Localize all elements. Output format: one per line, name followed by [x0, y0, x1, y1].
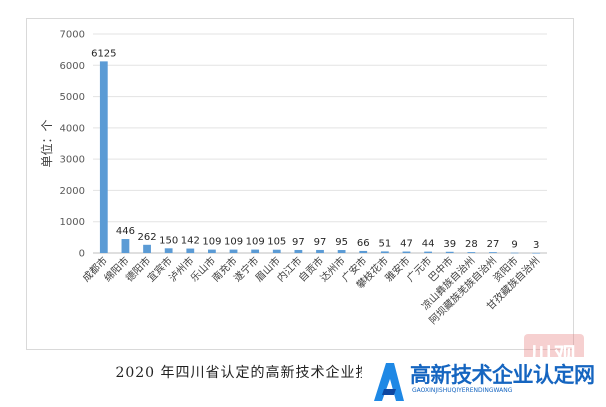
bar — [359, 250, 368, 253]
y-tick-label: 0 — [79, 249, 85, 260]
logo-title: 高新技术企业认定网 — [410, 363, 595, 387]
bar — [164, 248, 173, 253]
y-tick-label: 7000 — [60, 30, 85, 41]
bar — [208, 249, 216, 253]
data-label: 446 — [116, 226, 135, 237]
data-label: 97 — [292, 237, 305, 248]
data-label: 109 — [202, 237, 221, 248]
bar — [532, 252, 541, 254]
y-axis-label: 单位：个 — [39, 119, 54, 167]
bar — [229, 249, 238, 253]
y-tick-label: 5000 — [60, 92, 85, 103]
chart-frame: 0 1000 2000 3000 4000 5000 6000 7000 单位：个 6125 成都市… — [26, 18, 574, 350]
bar — [424, 251, 432, 253]
data-label: 44 — [422, 239, 435, 250]
y-tick-label: 6000 — [60, 61, 85, 72]
data-label: 262 — [138, 232, 157, 243]
data-label: 150 — [159, 235, 178, 246]
y-tick-label: 2000 — [60, 186, 85, 197]
bar — [251, 249, 260, 253]
data-label: 6125 — [91, 48, 116, 59]
bar — [121, 239, 130, 253]
bar — [467, 252, 476, 253]
data-label: 27 — [487, 239, 500, 250]
bar — [294, 249, 303, 253]
y-tick-label: 1000 — [60, 217, 85, 228]
bar-chart: 01000200030004000500060007000单位：个6125成都市… — [39, 30, 547, 327]
bar — [510, 252, 519, 254]
data-label: 66 — [357, 238, 370, 249]
data-label: 109 — [224, 237, 243, 248]
y-tick-label: 3000 — [60, 155, 85, 166]
data-label: 3 — [533, 240, 539, 251]
site-logo[interactable]: 高新技术企业认定网 GAOXINJISHUQIYERENDINGWANG — [362, 357, 606, 407]
data-label: 9 — [511, 240, 517, 251]
bar — [186, 248, 195, 253]
bar — [337, 250, 346, 253]
bar — [489, 252, 497, 253]
bar — [380, 251, 389, 253]
data-label: 109 — [246, 237, 265, 248]
data-label: 95 — [335, 237, 348, 248]
data-label: 105 — [267, 237, 286, 248]
bar — [272, 249, 281, 253]
y-tick-label: 4000 — [60, 123, 85, 134]
bar — [316, 249, 324, 253]
logo-a-icon — [374, 363, 404, 401]
logo-subtitle: GAOXINJISHUQIYERENDINGWANG — [412, 387, 513, 394]
bar — [143, 244, 151, 253]
data-label: 28 — [465, 239, 478, 250]
data-label: 97 — [314, 237, 327, 248]
data-label: 51 — [378, 238, 391, 249]
data-label: 142 — [181, 236, 200, 247]
data-label: 47 — [400, 239, 413, 250]
bar — [402, 251, 411, 253]
bar — [99, 61, 108, 253]
bar — [445, 251, 454, 253]
data-label: 39 — [443, 239, 456, 250]
